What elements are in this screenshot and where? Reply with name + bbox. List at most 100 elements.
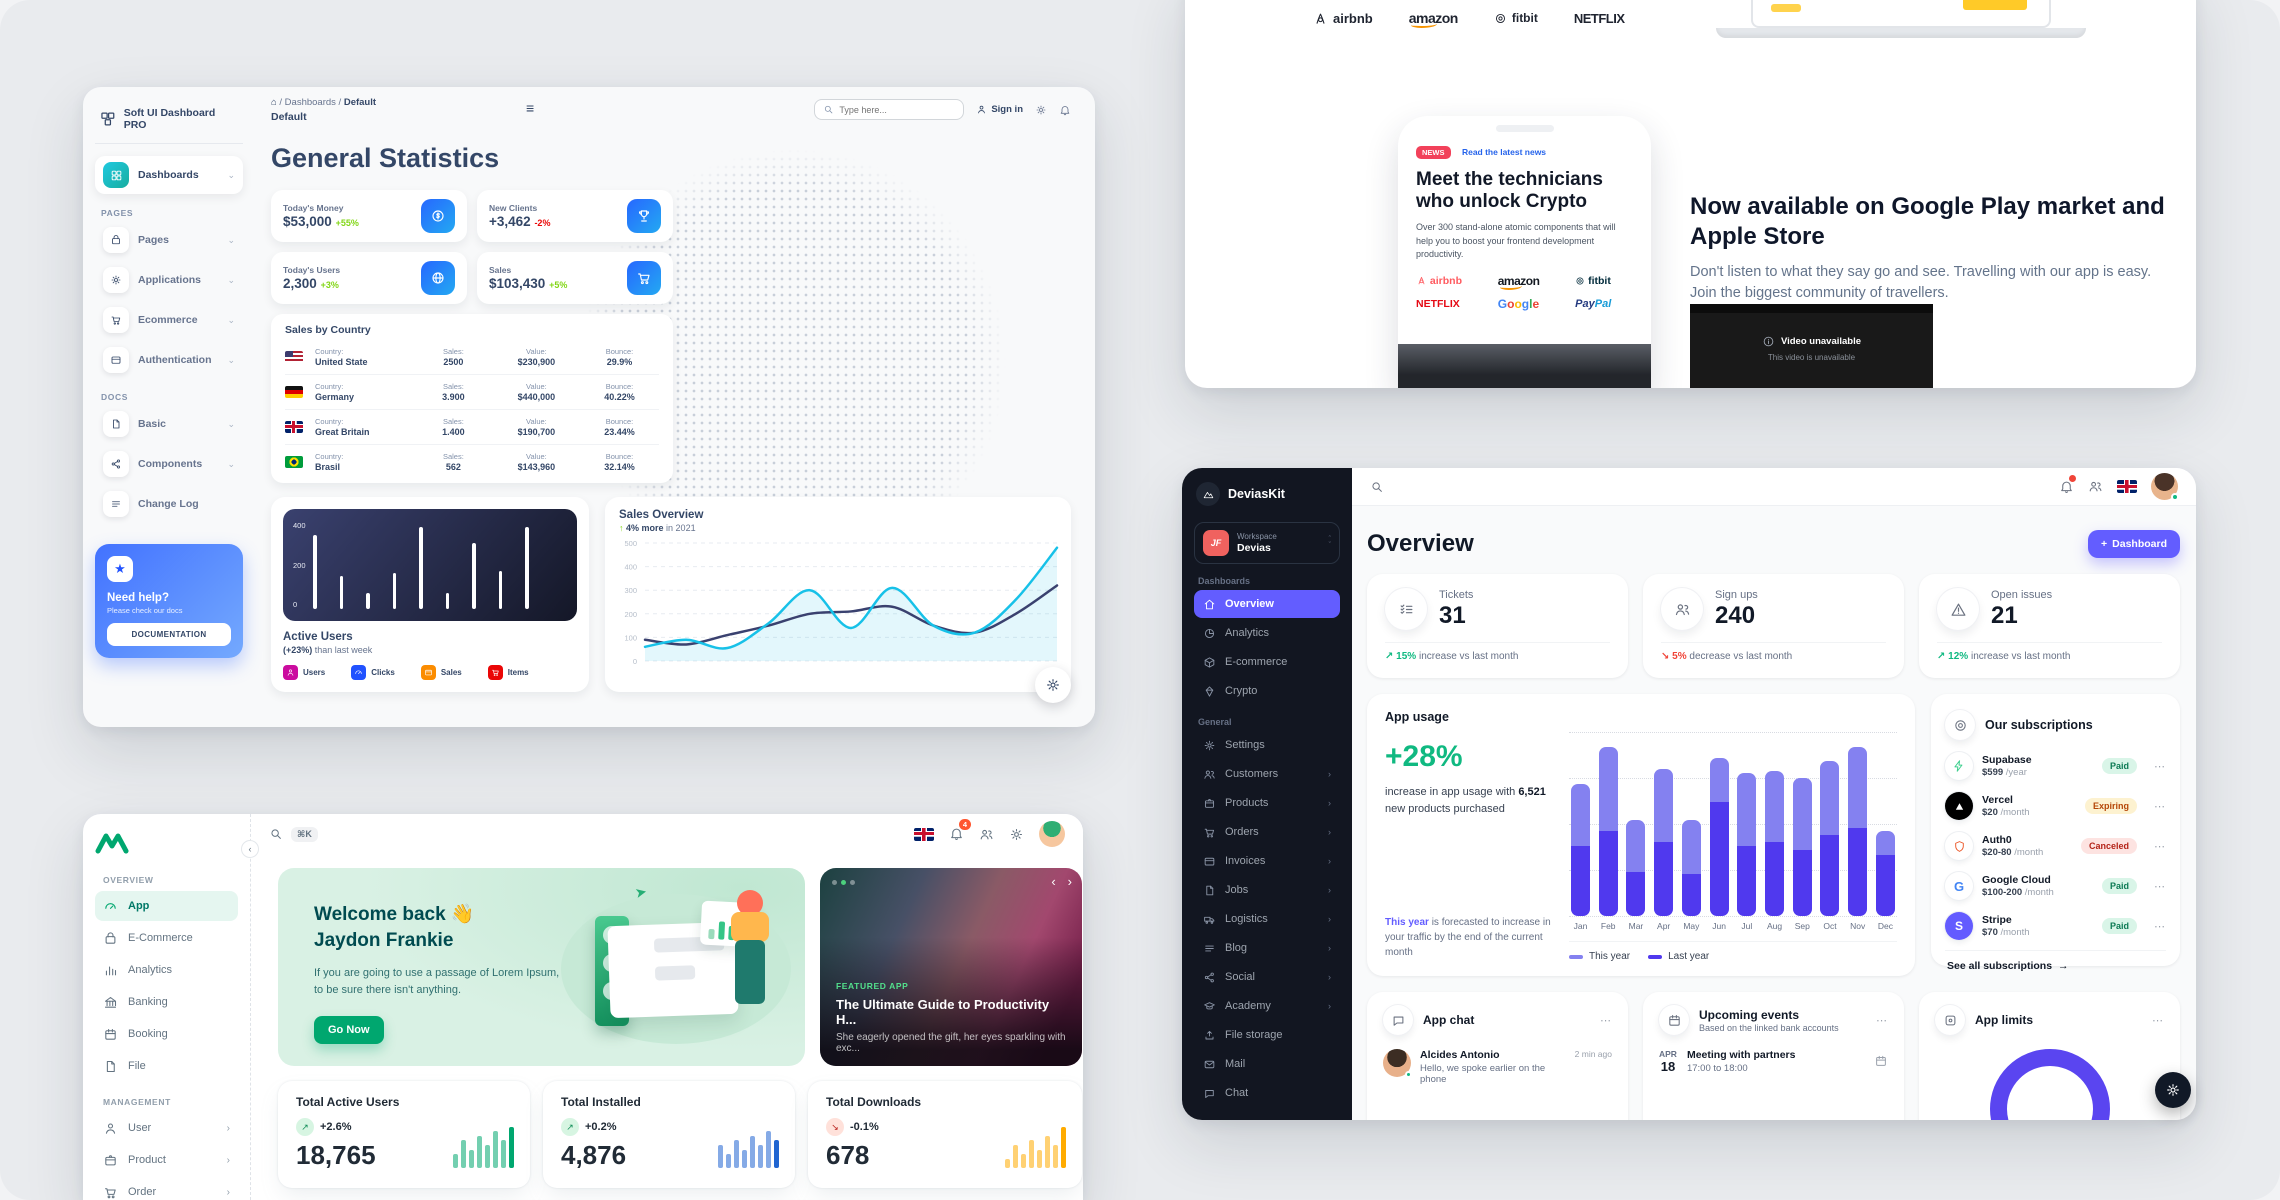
- table-row[interactable]: Country: United State Sales: 2500 Value: $2…: [285, 340, 659, 375]
- home-icon[interactable]: ⌂: [271, 97, 277, 108]
- card-menu-dots-icon[interactable]: ⋯: [1600, 1014, 1612, 1027]
- sidebar-item-applications[interactable]: Applications ⌄: [95, 262, 243, 298]
- subscription-row[interactable]: S Stripe $70 /month Paid ⋯: [1945, 906, 2166, 946]
- sidebar-item-analytics[interactable]: Analytics: [1194, 619, 1340, 647]
- featured-title[interactable]: The Ultimate Guide to Productivity H...: [836, 997, 1050, 1027]
- sidebar-item-products[interactable]: Products ›: [1194, 789, 1340, 817]
- subscription-row[interactable]: Auth0 $20-80 /month Canceled ⋯: [1945, 826, 2166, 866]
- sidebar-item-authentication[interactable]: Authentication ⌄: [95, 342, 243, 378]
- sidebar-item-crypto[interactable]: Crypto: [1194, 677, 1340, 705]
- softui-main: ⌂ / Dashboards / Default Default ≡ Sign …: [255, 87, 1095, 727]
- sidebar-item-ecommerce[interactable]: Ecommerce ⌄: [95, 302, 243, 338]
- featured-app-carousel[interactable]: ‹ › FEATURED APP The Ultimate Guide to Pr…: [820, 868, 1082, 1066]
- carousel-prev-icon[interactable]: ‹: [1051, 874, 1056, 889]
- card-menu-dots-icon[interactable]: ⋯: [1876, 1014, 1888, 1027]
- subscription-row[interactable]: Vercel $20 /month Expiring ⋯: [1945, 786, 2166, 826]
- avatar[interactable]: [1039, 821, 1065, 847]
- sidebar-item-blog[interactable]: Blog ›: [1194, 934, 1340, 962]
- see-all-subscriptions-link[interactable]: See all subscriptions →: [1945, 950, 2166, 981]
- notifications-bell-icon[interactable]: [1059, 104, 1071, 116]
- sign-in-button[interactable]: Sign in: [976, 104, 1023, 115]
- sidebar-item-invoices[interactable]: Invoices ›: [1194, 847, 1340, 875]
- event-row[interactable]: APR 18 Meeting with partners 17:00 to 18:0…: [1659, 1049, 1888, 1074]
- sidebar-item-file[interactable]: File: [95, 1051, 238, 1081]
- sidebar-item-logistics[interactable]: Logistics ›: [1194, 905, 1340, 933]
- sidebar-item-chat[interactable]: Chat: [1194, 1079, 1340, 1107]
- carousel-next-icon[interactable]: ›: [1067, 874, 1072, 889]
- language-flag-icon[interactable]: [914, 827, 934, 841]
- settings-gear-icon[interactable]: [1035, 104, 1047, 116]
- table-row[interactable]: Country: Great Britain Sales: 1.400 Value:…: [285, 410, 659, 445]
- sidebar-item-orders[interactable]: Orders ›: [1194, 818, 1340, 846]
- read-latest-news-link[interactable]: Read the latest news: [1461, 147, 1547, 157]
- sidebar-item-user[interactable]: User ›: [95, 1113, 238, 1143]
- settings-fab-gear-icon[interactable]: [1035, 667, 1071, 703]
- settings-fab-gear-icon[interactable]: [2155, 1072, 2191, 1108]
- search-box[interactable]: [814, 99, 965, 120]
- card-menu-dots-icon[interactable]: ⋯: [2152, 1014, 2164, 1027]
- documentation-button[interactable]: DOCUMENTATION: [107, 623, 231, 646]
- language-flag-icon[interactable]: [2117, 480, 2137, 493]
- subscription-row[interactable]: Supabase $599 /year Paid ⋯: [1945, 746, 2166, 786]
- sidebar-item-components[interactable]: Components ⌄: [95, 446, 243, 482]
- video-player-unavailable[interactable]: Video unavailable This video is unavaila…: [1690, 304, 1933, 388]
- row-menu-dots-icon[interactable]: ⋯: [2154, 840, 2166, 853]
- sidebar-item-booking[interactable]: Booking: [95, 1019, 238, 1049]
- add-dashboard-button[interactable]: + Dashboard: [2088, 530, 2180, 558]
- sidebar-section-pages: PAGES: [101, 208, 134, 218]
- stripe-logo: S: [1945, 912, 1973, 940]
- sidebar-item-pages[interactable]: Pages ⌄: [95, 222, 243, 258]
- table-row[interactable]: Country: Brasil Sales: 562 Value: $143,960 …: [285, 445, 659, 479]
- sidebar-item-ecommerce[interactable]: E-Commerce: [95, 923, 238, 953]
- sidebar-collapse-button[interactable]: ‹: [241, 840, 259, 858]
- app-limits-card: App limits ⋯: [1919, 992, 2180, 1120]
- row-menu-dots-icon[interactable]: ⋯: [2154, 920, 2166, 933]
- sidebar-item-banking[interactable]: Banking: [95, 987, 238, 1017]
- contacts-icon[interactable]: [979, 827, 994, 842]
- table-row[interactable]: Country: Germany Sales: 3.900 Value: $440,0…: [285, 375, 659, 410]
- go-now-button[interactable]: Go Now: [314, 1016, 384, 1045]
- sidebar-item-order[interactable]: Order ›: [95, 1177, 238, 1200]
- notifications-bell-icon[interactable]: 4: [949, 819, 971, 843]
- workspace-logo: JF: [1203, 530, 1229, 556]
- carousel-dots[interactable]: [832, 880, 855, 885]
- sidebar-item-settings[interactable]: Settings: [1194, 731, 1340, 759]
- settings-gear-icon[interactable]: [1009, 827, 1024, 842]
- devias-brand[interactable]: DeviasKit: [1194, 480, 1340, 514]
- search-icon[interactable]: [1370, 480, 1384, 494]
- avatar[interactable]: [2151, 473, 2179, 501]
- row-menu-dots-icon[interactable]: ⋯: [2154, 760, 2166, 773]
- row-menu-dots-icon[interactable]: ⋯: [2154, 800, 2166, 813]
- sidebar-item-app[interactable]: App: [95, 891, 238, 921]
- stat-card-new-clients[interactable]: New Clients +3,462 -2%: [477, 190, 673, 242]
- sidebar-item-changelog[interactable]: Change Log: [95, 486, 243, 522]
- search-icon[interactable]: [269, 827, 283, 841]
- sidebar-item-social[interactable]: Social ›: [1194, 963, 1340, 991]
- softui-brand[interactable]: Soft UI Dashboard PRO: [95, 103, 243, 144]
- sidebar-item-jobs[interactable]: Jobs ›: [1194, 876, 1340, 904]
- chat-message-row[interactable]: Alcides Antonio Hello, we spoke earlier o…: [1383, 1049, 1612, 1085]
- sidebar-item-basic[interactable]: Basic ⌄: [95, 406, 243, 442]
- google-cloud-logo: G: [1945, 872, 1973, 900]
- sidebar-item-customers[interactable]: Customers ›: [1194, 760, 1340, 788]
- hamburger-menu-icon[interactable]: ≡: [526, 100, 535, 116]
- stat-card-todays-users[interactable]: Today's Users 2,300 +3%: [271, 252, 467, 304]
- sidebar-item-analytics[interactable]: Analytics: [95, 955, 238, 985]
- stat-card-todays-money[interactable]: Today's Money $53,000 +55%: [271, 190, 467, 242]
- sidebar-item-product[interactable]: Product ›: [95, 1145, 238, 1175]
- breadcrumb[interactable]: ⌂ / Dashboards / Default: [271, 97, 377, 108]
- sidebar-item-dashboards[interactable]: Dashboards ⌄: [95, 156, 243, 194]
- search-input[interactable]: [839, 104, 950, 115]
- sidebar-item-ecommerce[interactable]: E-commerce: [1194, 648, 1340, 676]
- notifications-bell-icon[interactable]: [2059, 474, 2076, 496]
- contacts-icon[interactable]: [2088, 479, 2103, 494]
- minimal-logo[interactable]: [95, 832, 129, 854]
- row-menu-dots-icon[interactable]: ⋯: [2154, 880, 2166, 893]
- sidebar-item-academy[interactable]: Academy ›: [1194, 992, 1340, 1020]
- stat-card-sales[interactable]: Sales $103,430 +5%: [477, 252, 673, 304]
- sidebar-item-mail[interactable]: Mail: [1194, 1050, 1340, 1078]
- subscription-row[interactable]: G Google Cloud $100-200 /month Paid ⋯: [1945, 866, 2166, 906]
- sidebar-item-file-storage[interactable]: File storage: [1194, 1021, 1340, 1049]
- sidebar-item-overview[interactable]: Overview: [1194, 590, 1340, 618]
